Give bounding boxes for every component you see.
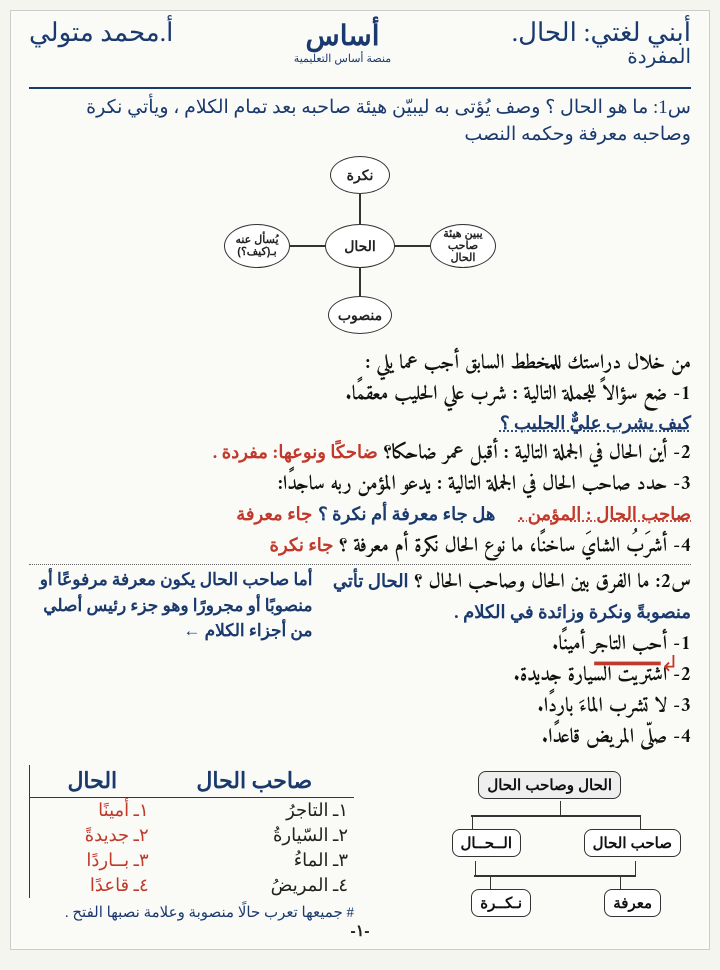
- exercise-block: من خلال دراستك للمخطط السابق أجب عما يلي…: [29, 348, 691, 753]
- page-number: -١-: [350, 921, 369, 941]
- tree-line: [475, 861, 477, 875]
- tree-line: [560, 801, 562, 815]
- header-topic: أبني لغتي: الحال. المفردة: [512, 19, 691, 68]
- cell: ١ـ التاجرُ: [155, 798, 354, 824]
- tree-node-hal: الــحــال: [452, 829, 521, 857]
- item-2-answer: ضاحكًا ونوعها: مفردة .: [213, 442, 378, 462]
- tree-line: [474, 875, 636, 877]
- tree-line: [490, 875, 492, 889]
- cell: ٤ـ قاعدًا: [30, 873, 155, 898]
- item-3: 3- حدد صاحب الحال في الجملة التالية : يد…: [29, 469, 691, 500]
- th-hal: الحال: [30, 765, 155, 798]
- header: أبني لغتي: الحال. المفردة أساس منصة أساس…: [29, 19, 691, 89]
- q1-block: س1: ما هو الحال ؟ وصف يُؤتى به ليبيّن هي…: [29, 95, 691, 148]
- subtitle: المفردة: [512, 46, 691, 68]
- topic-text: الحال.: [512, 18, 577, 47]
- footnote: # جميعها تعرب حالًا منصوبة وعلامة نصبها …: [29, 904, 354, 924]
- diagram-line: [359, 194, 361, 224]
- tree-node-owner: صاحب الحال: [584, 829, 681, 857]
- cell: ٤ـ المريضُ: [155, 873, 354, 898]
- tree-leaf-indef: نـكــرة: [471, 889, 531, 917]
- tree-leaf-def: معرفة: [604, 889, 661, 917]
- q1-prompt: س1: ما هو الحال ؟: [545, 97, 691, 118]
- item-4: 4- أشرَبُ الشايَ ساخنًا، ما نوع الحال نك…: [29, 531, 691, 562]
- q2-line: س2: ما الفرق بين الحال وصاحب الحال ؟ الح…: [29, 567, 691, 753]
- tree-line: [640, 815, 642, 829]
- tree-root: الحال وصاحب الحال: [478, 771, 621, 799]
- brand-name: أساس: [294, 19, 391, 52]
- bottom-section: الحال وصاحب الحال صاحب الحال الــحــال م…: [29, 765, 691, 941]
- item-3-answers: صاحب الحال : المؤمن . هل جاء معرفة أم نك…: [29, 500, 691, 531]
- cell: ٣ـ الماءُ: [155, 848, 354, 873]
- concept-diagram: الحال نكرة منصوب يبين هيئة صاحب الحال يُ…: [220, 156, 500, 336]
- tree-diagram: الحال وصاحب الحال صاحب الحال الــحــال م…: [391, 771, 691, 941]
- subject-label: أبني لغتي:: [583, 18, 691, 47]
- item-3-ans1: صاحب الحال : المؤمن .: [519, 504, 691, 524]
- q2-prompt: س2: ما الفرق بين الحال وصاحب الحال ؟: [414, 565, 691, 600]
- brand-sub: منصة أساس التعليمية: [294, 52, 391, 65]
- diagram-left: يُسأل عنه بـ(كيف؟): [224, 224, 290, 268]
- cell: ٣ـ بــاردًا: [30, 848, 155, 873]
- diagram-center: الحال: [325, 224, 395, 268]
- item-1: 1- ضع سؤالاً للجملة التالية : شرب علي ال…: [29, 379, 691, 410]
- item-1-answer: كيف يشرب عليٌّ الحليب ؟: [29, 410, 691, 438]
- q2-ans-b: أما صاحب الحال يكون معرفة مرفوعًا أو منص…: [29, 567, 312, 753]
- diagram-line: [290, 245, 326, 247]
- tree-line: [471, 815, 641, 817]
- tree-line: [620, 875, 622, 889]
- tree-line: [635, 861, 637, 875]
- teacher-name: أ.محمد متولي: [29, 19, 173, 48]
- ex3: 3- لا تشرب الماءَ باردًا.: [322, 691, 691, 722]
- diagram-right: يبين هيئة صاحب الحال: [430, 224, 496, 268]
- item-2: 2- أين الحال في الجملة التالية : أقبل عم…: [29, 438, 691, 469]
- instructions: من خلال دراستك للمخطط السابق أجب عما يلي…: [29, 348, 691, 379]
- arrow-icon: ↲━━━━━: [594, 651, 679, 677]
- item-4-answer: جاء نكرة: [270, 535, 334, 555]
- diagram-line: [359, 268, 361, 296]
- cell: ٢ـ جديدةً: [30, 823, 155, 848]
- cell: ١ـ أمينًا: [30, 798, 155, 824]
- th-owner: صاحب الحال: [155, 765, 354, 798]
- worksheet-page: أبني لغتي: الحال. المفردة أساس منصة أساس…: [10, 10, 710, 950]
- table-column: صاحب الحال الحال ١ـ التاجرُ١ـ أمينًا ٢ـ …: [29, 765, 354, 941]
- brand-logo: أساس منصة أساس التعليمية: [294, 19, 391, 65]
- diagram-line: [394, 245, 430, 247]
- ex4: 4- صلّى المريض قاعدًا.: [322, 722, 691, 753]
- item-3-q: هل جاء معرفة أم نكرة ؟: [318, 504, 495, 524]
- item-4-text: 4- أشرَبُ الشايَ ساخنًا، ما نوع الحال نك…: [339, 529, 691, 564]
- answer-table: صاحب الحال الحال ١ـ التاجرُ١ـ أمينًا ٢ـ …: [29, 765, 354, 898]
- tree-column: الحال وصاحب الحال صاحب الحال الــحــال م…: [366, 765, 691, 941]
- tree-line: [472, 815, 474, 829]
- item-2-text: 2- أين الحال في الجملة التالية : أقبل عم…: [384, 436, 691, 471]
- diagram-bottom: منصوب: [328, 296, 392, 334]
- diagram-top: نكرة: [330, 156, 390, 194]
- item-3-ans2: جاء معرفة: [236, 504, 312, 524]
- cell: ٢ـ السّيارةُ: [155, 823, 354, 848]
